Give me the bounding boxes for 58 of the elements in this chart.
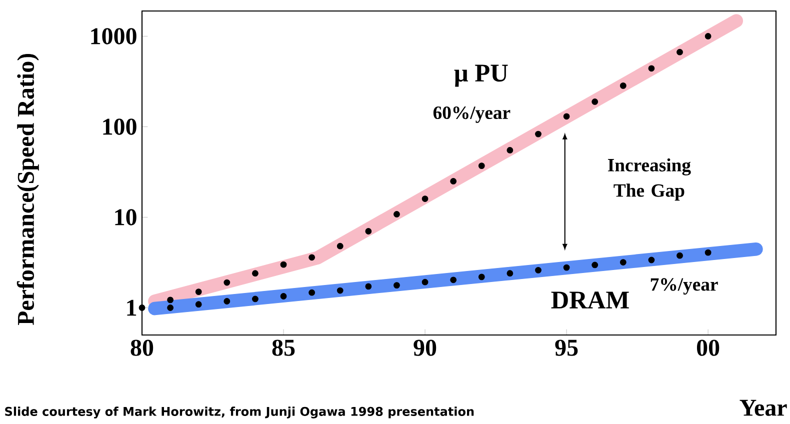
point [506, 147, 514, 154]
point [336, 287, 344, 294]
point [450, 178, 457, 184]
point [252, 296, 258, 302]
point [648, 256, 655, 264]
point [563, 113, 570, 120]
y-tick-label: 1000 [91, 28, 136, 44]
point [138, 304, 146, 311]
y-tick-label: 100 [103, 118, 136, 135]
point [648, 65, 655, 72]
annotation: Increasing The Gap [608, 158, 691, 201]
point [620, 259, 626, 266]
point [478, 162, 485, 170]
x-tick-label: 95 [555, 340, 578, 356]
point [195, 288, 202, 296]
point [704, 33, 712, 40]
point [535, 266, 542, 274]
x-tick-label: 00 [696, 340, 720, 356]
point [195, 301, 202, 308]
point [336, 242, 344, 250]
point [308, 289, 316, 296]
point [422, 278, 428, 286]
series-label: DRAM [551, 292, 629, 308]
point [620, 82, 626, 89]
point [676, 252, 683, 259]
y-tick-label: 1 [127, 300, 136, 316]
point [592, 262, 598, 268]
point [535, 130, 542, 138]
point [365, 228, 372, 234]
point [394, 282, 400, 289]
point [704, 249, 712, 256]
point [280, 293, 287, 300]
point [224, 279, 230, 286]
point [252, 270, 258, 277]
x-axis-title: Year [740, 400, 787, 416]
point [224, 298, 230, 304]
point [167, 304, 174, 311]
point [478, 274, 485, 280]
point [676, 48, 683, 56]
x-tick-label: 85 [272, 340, 295, 356]
point [308, 254, 316, 261]
annotation: 60%/year [433, 106, 510, 123]
x-tick-label: 90 [414, 340, 436, 356]
point [450, 276, 457, 284]
y-tick-label: 10 [115, 209, 136, 226]
annotation: 7%/year [650, 278, 718, 295]
x-tick-label: 80 [130, 340, 154, 356]
text: μ PU [454, 64, 508, 87]
point [563, 264, 570, 271]
y-axis-title: Performance(Speed Ratio) [16, 54, 39, 326]
point [422, 196, 428, 202]
point [592, 98, 598, 105]
point [394, 211, 400, 218]
point [506, 270, 514, 277]
point [167, 296, 174, 304]
text: Slide courtesy of Mark Horowitz, from Junji Ogawa 1998 presentation [5, 406, 474, 418]
point [280, 261, 287, 268]
point [365, 283, 372, 290]
